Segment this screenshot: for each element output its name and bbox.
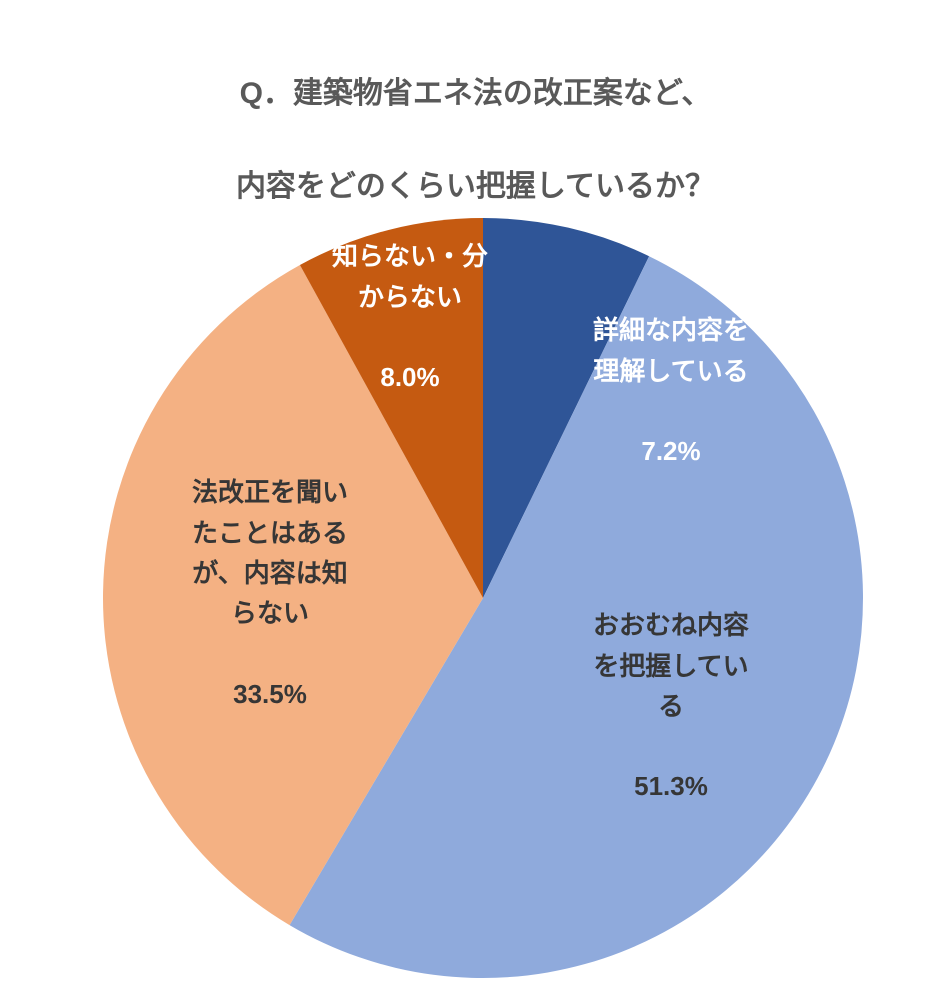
slice-label-2-pct: 33.5% [233,679,307,709]
chart-page: Q．建築物省エネ法の改正案など、 内容をどのくらい把握しているか？ 詳細な内容を… [0,0,951,1000]
slice-label-0: 詳細な内容を 理解している 7.2% [556,270,786,471]
slice-label-3-pct: 8.0% [380,362,439,392]
slice-label-1-pct: 51.3% [634,771,708,801]
slice-label-0-text: 詳細な内容を 理解している [593,315,749,385]
slice-label-1-text: おおむね内容 を把握してい る [593,610,749,721]
slice-label-2-text: 法改正を聞い たことはある が、内容は知 らない [192,477,348,628]
pie-svg [0,0,951,1000]
slice-label-3-text: 知らない・分 からない [332,241,488,311]
slice-label-2: 法改正を聞い たことはある が、内容は知 らない 33.5% [155,432,385,714]
slice-label-3: 知らない・分 からない 8.0% [300,196,520,397]
slice-label-0-pct: 7.2% [641,436,700,466]
slice-label-1: おおむね内容 を把握してい る 51.3% [556,565,786,807]
pie-chart [0,0,951,1000]
